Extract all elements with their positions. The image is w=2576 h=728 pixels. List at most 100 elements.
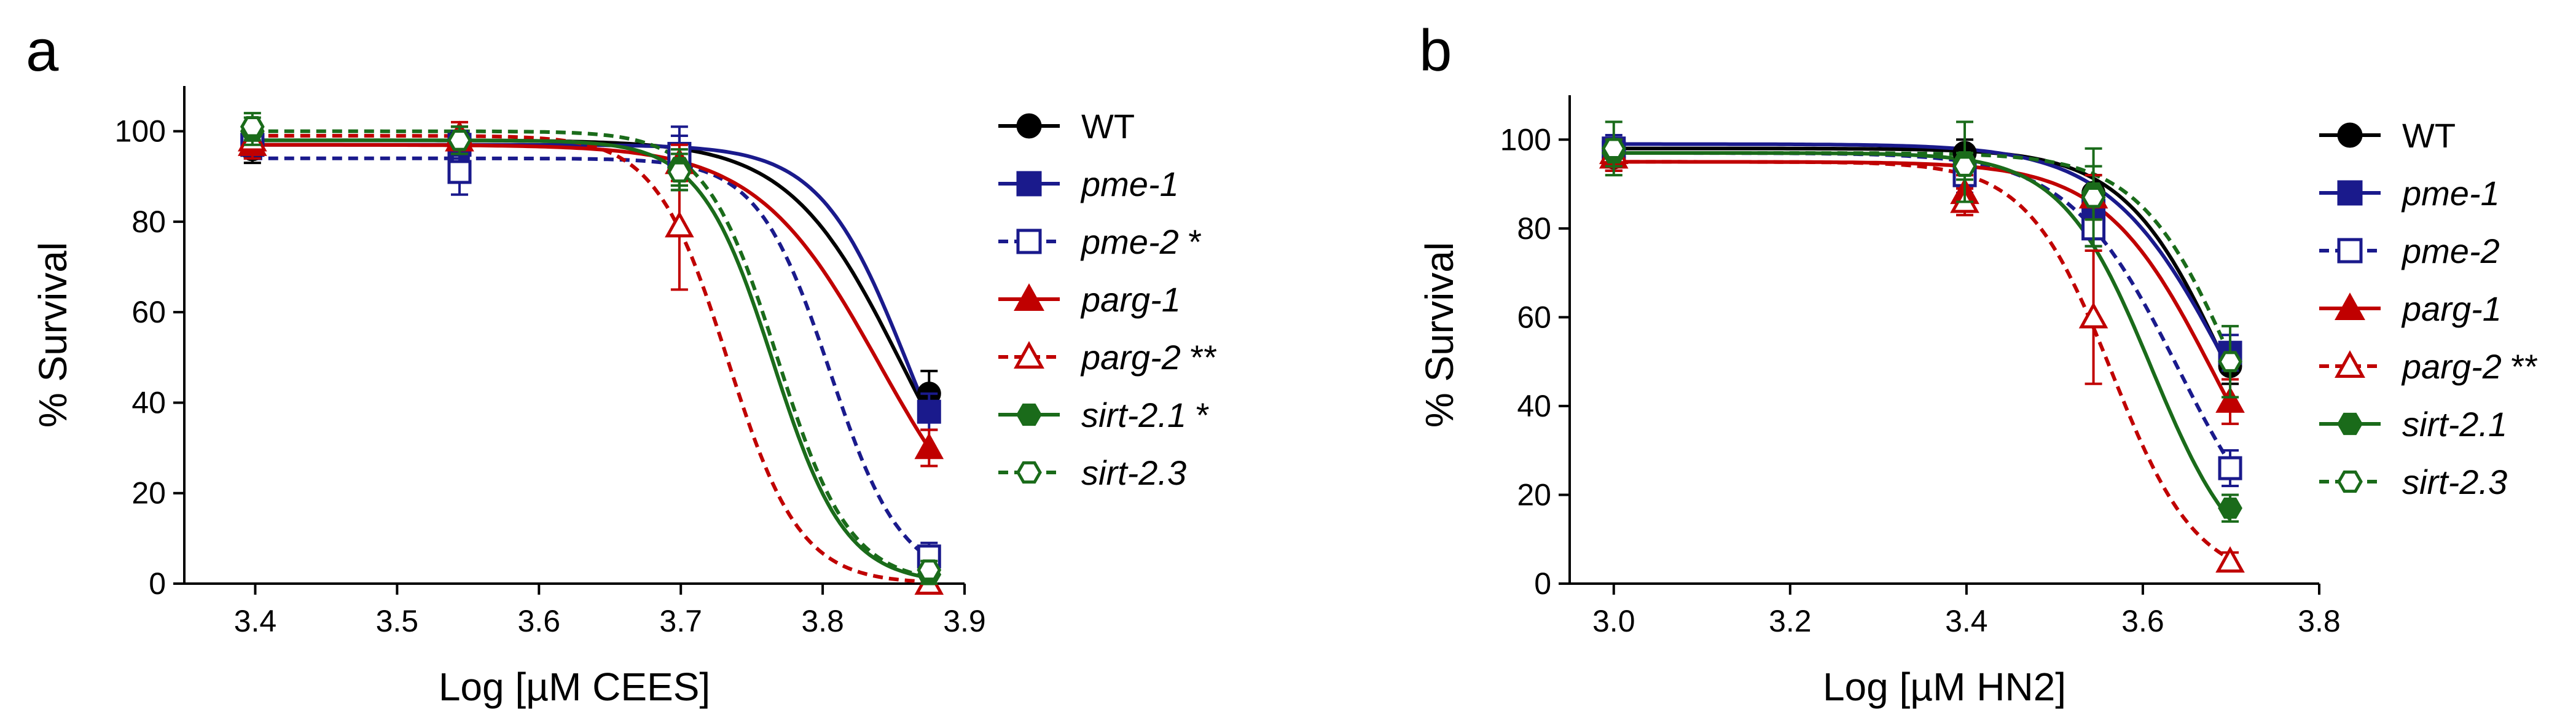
fit-curve-pme-1 (252, 143, 931, 417)
data-point-sirt-2.3 (447, 130, 472, 151)
legend-label-pme-2: pme-2 (2401, 232, 2500, 270)
legend-label-parg-2: parg-2 ** (2401, 347, 2538, 386)
legend-label-parg-2: parg-2 ** (1080, 338, 1217, 377)
data-point-pme-2 (2218, 456, 2242, 480)
legend-item-sirt-2.3: sirt-2.3 (2319, 463, 2507, 501)
legend-label-WT: WT (2402, 116, 2456, 155)
legend-item-parg-1: parg-1 (998, 280, 1181, 319)
data-point-sirt-2.1 (2218, 497, 2242, 519)
y-tick-label: 80 (1517, 211, 1551, 246)
y-tick-label: 60 (1517, 300, 1551, 334)
chart-panel-b: b 0 20 40 60 80 100 3.0 3.2 3.4 3.6 3.8 Log [µM HN2]… (1417, 18, 2538, 709)
legend-label-sirt-2.3: sirt-2.3 (1081, 453, 1186, 492)
y-tick-label: 0 (149, 566, 166, 601)
x-tick-label: 3.9 (943, 604, 986, 638)
legend-label-name: WT (1081, 107, 1135, 146)
legend-label-name: sirt-2.1 (1081, 396, 1186, 434)
legend-label-name: sirt-2.1 (2402, 405, 2507, 444)
legend-label-name: pme-2 (1080, 222, 1179, 261)
legend-item-parg-2: parg-2 ** (2319, 347, 2538, 386)
data-point-sirt-2.3 (240, 116, 265, 138)
x-axis-title: Log [µM HN2] (1823, 665, 2066, 709)
data-point-sirt-2.3 (667, 161, 692, 183)
legend-item-sirt-2.1: sirt-2.1 * (998, 396, 1210, 434)
legend-label-sirt-2.1: sirt-2.1 (2402, 405, 2507, 444)
legend-label-name: parg-1 (1080, 280, 1181, 319)
legend-item-sirt-2.1: sirt-2.1 (2319, 405, 2507, 444)
chart-panel-a: a 0 20 40 60 80 100 3.4 3.5 3.6 3.7 3.8 3.9 Log [µM C… (26, 18, 1217, 709)
legend-marker-parg-1 (1014, 283, 1044, 311)
legend-label-name: pme-1 (2401, 174, 2500, 213)
legend-marker-sirt-2.3 (2337, 470, 2363, 493)
data-point-sirt-2.3 (2081, 187, 2106, 208)
fit-curve-parg-2 (252, 134, 930, 584)
y-tick-label: 60 (131, 295, 166, 329)
y-tick-label: 0 (1534, 566, 1551, 601)
legend-label-name: parg-2 (2401, 347, 2502, 386)
x-tick-label: 3.7 (659, 604, 702, 638)
fit-curve-pme-2 (252, 156, 931, 560)
legend-significance: * (1186, 396, 1209, 434)
data-point-parg-1 (2215, 386, 2245, 413)
legend-marker-WT (1016, 113, 1042, 139)
y-tick-label: 100 (115, 114, 166, 149)
data-point-parg-2 (665, 211, 694, 238)
x-tick-label: 3.4 (1945, 604, 1988, 638)
legend-item-WT: WT (2319, 116, 2456, 155)
legend-item-parg-2: parg-2 ** (998, 338, 1217, 377)
x-tick-label: 3.6 (2121, 604, 2164, 638)
legend-significance: ** (2502, 347, 2538, 386)
data-point-sirt-2.3 (2218, 351, 2242, 372)
legend-significance: ** (1181, 338, 1217, 377)
legend-item-pme-1: pme-1 (998, 165, 1179, 203)
fit-curve-parg-1 (252, 143, 931, 450)
legend-marker-pme-2 (2337, 238, 2363, 264)
panel-label: a (26, 18, 59, 84)
legend-significance: * (1179, 222, 1202, 261)
legend-marker-sirt-2.1 (1016, 403, 1042, 426)
legend-marker-WT (2337, 122, 2363, 148)
legend-marker-pme-1 (1016, 171, 1042, 197)
legend-item-WT: WT (998, 107, 1135, 146)
data-point-sirt-2.3 (1601, 138, 1626, 159)
fit-curve-parg-2 (1613, 160, 2231, 561)
x-tick-label: 3.8 (801, 604, 844, 638)
data-point-parg-2 (2078, 302, 2108, 329)
y-tick-label: 20 (131, 476, 166, 511)
legend-item-pme-2: pme-2 (2319, 232, 2500, 270)
legend-item-pme-1: pme-1 (2319, 174, 2500, 213)
fit-curve-parg-1 (1613, 160, 2232, 406)
legend-marker-parg-1 (2335, 292, 2365, 321)
legend-marker-sirt-2.1 (2337, 412, 2363, 436)
x-tick-label: 3.0 (1592, 604, 1635, 638)
y-axis-title: % Survival (31, 242, 75, 428)
data-point-sirt-2.3 (1952, 155, 1977, 177)
legend-label-pme-1: pme-1 (1080, 165, 1179, 203)
y-tick-label: 20 (1517, 477, 1551, 512)
fit-curve-sirt-2.3 (1613, 151, 2232, 358)
legend-label-name: sirt-2.3 (2402, 463, 2507, 501)
legend-label-pme-1: pme-1 (2401, 174, 2500, 213)
data-point-pme-2 (447, 160, 472, 184)
legend-label-sirt-2.3: sirt-2.3 (2402, 463, 2507, 501)
x-tick-label: 3.8 (2298, 604, 2341, 638)
data-point-parg-2 (2215, 546, 2245, 573)
y-tick-label: 40 (1517, 389, 1551, 423)
fit-curve-pme-1 (1613, 142, 2232, 372)
legend-label-name: parg-1 (2401, 289, 2502, 328)
data-point-pme-1 (917, 399, 941, 424)
panel-label: b (1419, 18, 1452, 84)
fit-curve-sirt-2.1 (1613, 151, 2232, 521)
y-tick-label: 40 (131, 385, 166, 420)
x-tick-label: 3.4 (234, 604, 277, 638)
legend-marker-pme-1 (2337, 180, 2363, 206)
fit-curve-sirt-2.1 (252, 138, 930, 580)
x-tick-label: 3.6 (518, 604, 561, 638)
legend-item-sirt-2.3: sirt-2.3 (998, 453, 1186, 492)
legend-label-name: pme-2 (2401, 232, 2500, 270)
fit-curve-pme-2 (1613, 151, 2232, 465)
fit-curve-sirt-2.3 (252, 129, 930, 579)
legend-label-WT: WT (1081, 107, 1135, 146)
x-axis-title: Log [µM CEES] (439, 665, 710, 709)
